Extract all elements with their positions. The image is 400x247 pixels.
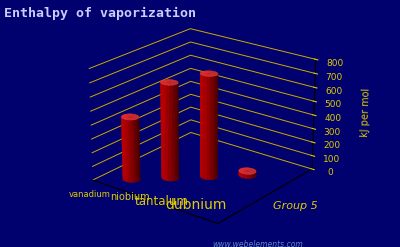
Text: www.webelements.com: www.webelements.com bbox=[212, 240, 303, 247]
Text: Enthalpy of vaporization: Enthalpy of vaporization bbox=[4, 7, 196, 21]
